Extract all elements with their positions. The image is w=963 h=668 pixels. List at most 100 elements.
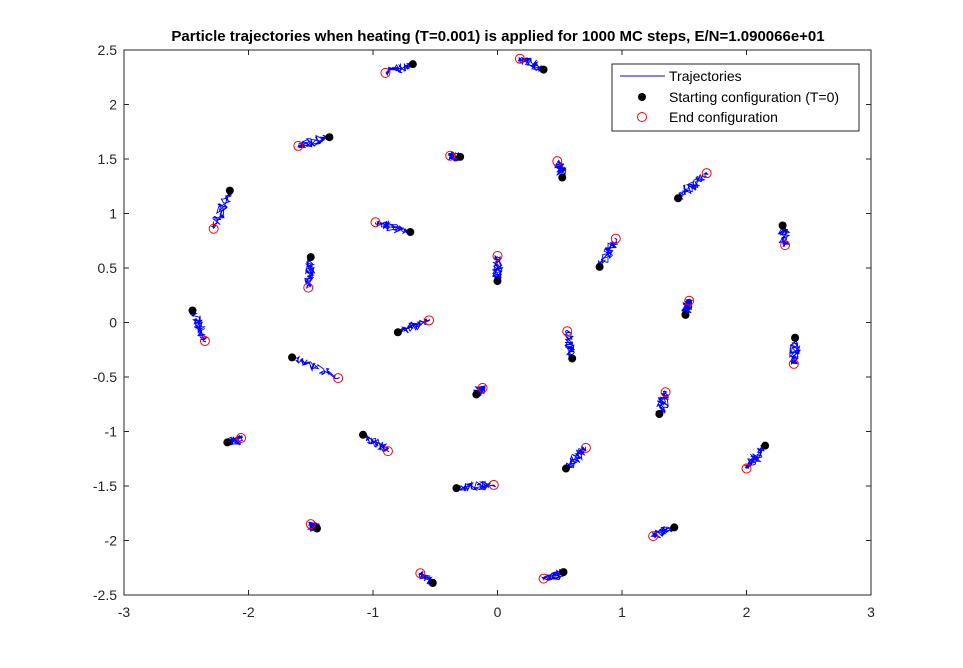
y-tick-label: 2 xyxy=(109,97,117,113)
end-point xyxy=(514,53,525,64)
trajectory-path xyxy=(492,254,504,282)
end-point xyxy=(488,479,499,490)
start-point xyxy=(558,173,567,182)
start-point xyxy=(456,152,465,161)
x-tick-label: 0 xyxy=(494,604,502,620)
start-point xyxy=(791,333,800,342)
end-point xyxy=(199,336,210,347)
legend-end-swatch xyxy=(637,112,647,122)
x-tick-label: -1 xyxy=(367,604,380,620)
trajectory-path xyxy=(361,432,390,453)
y-tick-label: -2.5 xyxy=(93,587,117,603)
end-point xyxy=(648,531,659,542)
x-tick-label: 2 xyxy=(743,604,751,620)
end-point xyxy=(208,223,219,234)
start-point xyxy=(393,328,402,337)
end-point xyxy=(415,568,426,579)
x-tick-label: 3 xyxy=(867,604,875,620)
end-point xyxy=(562,326,573,337)
plot-area xyxy=(124,50,871,595)
trajectory-path xyxy=(597,237,618,269)
plot-frame xyxy=(123,49,872,596)
start-point xyxy=(539,65,548,74)
legend-start-swatch xyxy=(638,93,646,101)
legend-box xyxy=(611,63,860,132)
y-tick-label: 2.5 xyxy=(98,42,118,58)
chart-title: Particle trajectories when heating (T=0.… xyxy=(171,28,824,45)
x-tick-label: 1 xyxy=(618,604,626,620)
legend-start-label: Starting configuration (T=0) xyxy=(669,89,839,105)
end-point xyxy=(580,442,591,453)
end-point xyxy=(236,433,247,444)
start-point xyxy=(778,221,787,230)
end-point xyxy=(424,315,435,326)
legend-end-label: End configuration xyxy=(669,109,778,125)
start-point xyxy=(223,438,232,447)
trajectory-path xyxy=(540,568,565,582)
start-point xyxy=(408,60,417,69)
trajectory-path xyxy=(291,355,340,380)
end-point xyxy=(610,233,621,244)
end-point xyxy=(788,358,799,369)
trajectory-path xyxy=(563,329,576,360)
trajectory-path xyxy=(225,434,244,446)
start-point xyxy=(761,441,770,450)
y-tick-label: -2 xyxy=(105,533,118,549)
start-point xyxy=(568,354,577,363)
end-point xyxy=(780,240,791,251)
y-tick-label: 1.5 xyxy=(98,151,118,167)
x-tick-label: -3 xyxy=(118,604,131,620)
trajectory-path xyxy=(454,480,496,492)
y-tick-label: 0 xyxy=(109,315,117,331)
y-tick-label: -1 xyxy=(105,424,118,440)
end-point xyxy=(660,387,671,398)
start-point xyxy=(325,133,334,142)
end-point xyxy=(701,168,712,179)
trajectory-path xyxy=(190,309,208,343)
trajectory-path xyxy=(304,256,316,289)
start-point xyxy=(674,194,683,203)
end-point xyxy=(492,251,503,262)
start-point xyxy=(225,186,234,195)
trajectory-path xyxy=(677,171,709,201)
start-point xyxy=(406,228,415,237)
start-point xyxy=(681,310,690,319)
start-point xyxy=(312,524,321,533)
end-point xyxy=(303,282,314,293)
markers-layer xyxy=(188,53,800,588)
start-point xyxy=(452,484,461,493)
end-point xyxy=(741,463,752,474)
trajectory-path xyxy=(517,56,545,73)
end-point xyxy=(684,295,695,306)
end-point xyxy=(380,67,391,78)
end-point xyxy=(382,446,393,457)
start-point xyxy=(655,410,664,419)
end-point xyxy=(538,573,549,584)
start-point xyxy=(670,523,679,532)
legend: Trajectories Starting configuration (T=0… xyxy=(611,63,860,132)
end-point xyxy=(333,373,344,384)
trajectories-layer xyxy=(190,56,802,586)
start-point xyxy=(188,306,197,315)
y-tick-label: 0.5 xyxy=(98,260,118,276)
end-point xyxy=(370,217,381,228)
end-point xyxy=(477,382,488,393)
start-point xyxy=(472,390,481,399)
y-tick-label: -1.5 xyxy=(93,478,117,494)
legend-trajectories-label: Trajectories xyxy=(669,68,742,84)
start-point xyxy=(359,430,368,439)
start-point xyxy=(595,262,604,271)
start-point xyxy=(428,579,437,588)
end-point xyxy=(305,519,316,530)
x-tick-label: -2 xyxy=(242,604,255,620)
start-point xyxy=(559,568,568,577)
trajectory-path xyxy=(385,62,414,77)
trajectory-path xyxy=(743,444,768,470)
end-point xyxy=(445,150,456,161)
start-point xyxy=(288,353,297,362)
y-tick-label: -0.5 xyxy=(93,369,117,385)
end-point xyxy=(293,140,304,151)
y-tick-label: 1 xyxy=(109,206,117,222)
start-point xyxy=(306,253,315,262)
